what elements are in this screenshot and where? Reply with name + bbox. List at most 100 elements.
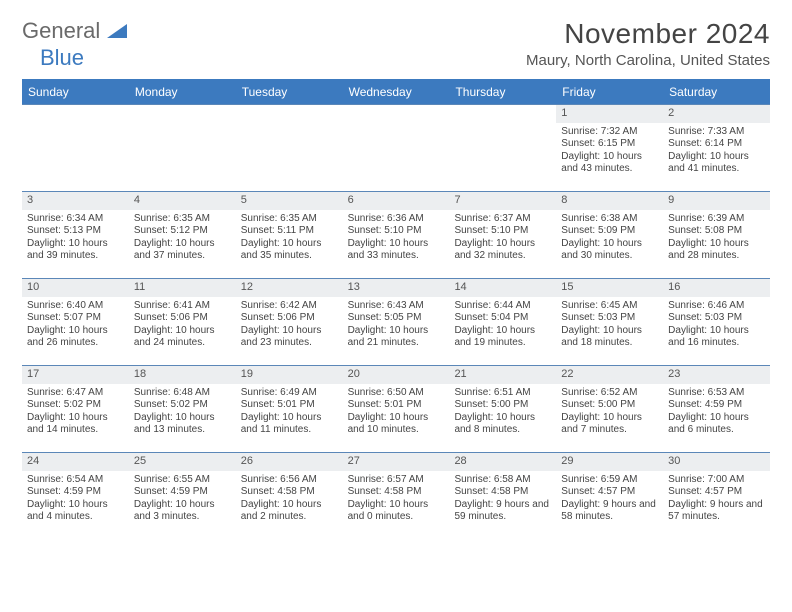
day-body: Sunrise: 6:37 AMSunset: 5:10 PMDaylight:…	[449, 210, 556, 268]
day-number: 29	[556, 453, 663, 471]
day-body: Sunrise: 6:59 AMSunset: 4:57 PMDaylight:…	[556, 471, 663, 529]
sunset-text: Sunset: 4:57 PM	[561, 486, 658, 499]
triangle-icon	[107, 24, 127, 43]
day-number: 28	[449, 453, 556, 471]
day-body: Sunrise: 6:43 AMSunset: 5:05 PMDaylight:…	[343, 297, 450, 355]
day-number: 12	[236, 279, 343, 297]
day-cell: 21Sunrise: 6:51 AMSunset: 5:00 PMDayligh…	[449, 366, 556, 452]
sunrise-text: Sunrise: 6:50 AM	[348, 387, 445, 400]
day-cell: 14Sunrise: 6:44 AMSunset: 5:04 PMDayligh…	[449, 279, 556, 365]
day-body: Sunrise: 6:40 AMSunset: 5:07 PMDaylight:…	[22, 297, 129, 355]
sunrise-text: Sunrise: 6:46 AM	[668, 300, 765, 313]
sunrise-text: Sunrise: 6:59 AM	[561, 474, 658, 487]
day-body: Sunrise: 6:58 AMSunset: 4:58 PMDaylight:…	[449, 471, 556, 529]
day-cell: 24Sunrise: 6:54 AMSunset: 4:59 PMDayligh…	[22, 453, 129, 539]
sunrise-text: Sunrise: 6:54 AM	[27, 474, 124, 487]
day-number: 7	[449, 192, 556, 210]
dow-monday: Monday	[129, 81, 236, 104]
day-body: Sunrise: 6:51 AMSunset: 5:00 PMDaylight:…	[449, 384, 556, 442]
day-number: 23	[663, 366, 770, 384]
daylight-text: Daylight: 10 hours and 18 minutes.	[561, 325, 658, 350]
sunrise-text: Sunrise: 6:53 AM	[668, 387, 765, 400]
day-number: 9	[663, 192, 770, 210]
weeks-container: 1Sunrise: 7:32 AMSunset: 6:15 PMDaylight…	[22, 104, 770, 539]
daylight-text: Daylight: 10 hours and 13 minutes.	[134, 412, 231, 437]
day-body: Sunrise: 6:55 AMSunset: 4:59 PMDaylight:…	[129, 471, 236, 529]
sunrise-text: Sunrise: 6:42 AM	[241, 300, 338, 313]
day-body: Sunrise: 6:54 AMSunset: 4:59 PMDaylight:…	[22, 471, 129, 529]
sunset-text: Sunset: 5:08 PM	[668, 225, 765, 238]
day-cell: 2Sunrise: 7:33 AMSunset: 6:14 PMDaylight…	[663, 105, 770, 191]
daylight-text: Daylight: 10 hours and 39 minutes.	[27, 238, 124, 263]
dow-saturday: Saturday	[663, 81, 770, 104]
daylight-text: Daylight: 10 hours and 30 minutes.	[561, 238, 658, 263]
day-number: 6	[343, 192, 450, 210]
day-number: 15	[556, 279, 663, 297]
daylight-text: Daylight: 10 hours and 23 minutes.	[241, 325, 338, 350]
day-cell: 6Sunrise: 6:36 AMSunset: 5:10 PMDaylight…	[343, 192, 450, 278]
day-number: 19	[236, 366, 343, 384]
day-number: 17	[22, 366, 129, 384]
daylight-text: Daylight: 10 hours and 6 minutes.	[668, 412, 765, 437]
day-cell: 27Sunrise: 6:57 AMSunset: 4:58 PMDayligh…	[343, 453, 450, 539]
day-number: 18	[129, 366, 236, 384]
day-number: 25	[129, 453, 236, 471]
day-number: 20	[343, 366, 450, 384]
day-body: Sunrise: 6:45 AMSunset: 5:03 PMDaylight:…	[556, 297, 663, 355]
daylight-text: Daylight: 10 hours and 32 minutes.	[454, 238, 551, 263]
day-cell	[236, 105, 343, 191]
day-body: Sunrise: 7:33 AMSunset: 6:14 PMDaylight:…	[663, 123, 770, 181]
sunrise-text: Sunrise: 6:55 AM	[134, 474, 231, 487]
week-row: 24Sunrise: 6:54 AMSunset: 4:59 PMDayligh…	[22, 452, 770, 539]
daylight-text: Daylight: 10 hours and 43 minutes.	[561, 151, 658, 176]
sunset-text: Sunset: 6:15 PM	[561, 138, 658, 151]
day-number: 30	[663, 453, 770, 471]
daylight-text: Daylight: 10 hours and 26 minutes.	[27, 325, 124, 350]
day-body: Sunrise: 7:00 AMSunset: 4:57 PMDaylight:…	[663, 471, 770, 529]
sunrise-text: Sunrise: 6:35 AM	[241, 213, 338, 226]
day-cell: 7Sunrise: 6:37 AMSunset: 5:10 PMDaylight…	[449, 192, 556, 278]
daylight-text: Daylight: 10 hours and 28 minutes.	[668, 238, 765, 263]
sunset-text: Sunset: 5:03 PM	[561, 312, 658, 325]
day-number: 14	[449, 279, 556, 297]
header-row: General Blue November 2024 Maury, North …	[22, 18, 770, 71]
day-number: 22	[556, 366, 663, 384]
dow-header-row: Sunday Monday Tuesday Wednesday Thursday…	[22, 81, 770, 104]
sunset-text: Sunset: 4:58 PM	[348, 486, 445, 499]
sunset-text: Sunset: 5:11 PM	[241, 225, 338, 238]
sunset-text: Sunset: 5:10 PM	[348, 225, 445, 238]
day-body: Sunrise: 6:52 AMSunset: 5:00 PMDaylight:…	[556, 384, 663, 442]
calendar-page: General Blue November 2024 Maury, North …	[0, 0, 792, 557]
day-cell: 11Sunrise: 6:41 AMSunset: 5:06 PMDayligh…	[129, 279, 236, 365]
day-number: 10	[22, 279, 129, 297]
sunrise-text: Sunrise: 6:52 AM	[561, 387, 658, 400]
dow-friday: Friday	[556, 81, 663, 104]
day-cell: 8Sunrise: 6:38 AMSunset: 5:09 PMDaylight…	[556, 192, 663, 278]
day-body: Sunrise: 6:35 AMSunset: 5:11 PMDaylight:…	[236, 210, 343, 268]
sunrise-text: Sunrise: 7:33 AM	[668, 126, 765, 139]
sunset-text: Sunset: 5:02 PM	[134, 399, 231, 412]
location-text: Maury, North Carolina, United States	[526, 52, 770, 69]
calendar-grid: Sunday Monday Tuesday Wednesday Thursday…	[22, 79, 770, 539]
day-body: Sunrise: 6:46 AMSunset: 5:03 PMDaylight:…	[663, 297, 770, 355]
daylight-text: Daylight: 10 hours and 33 minutes.	[348, 238, 445, 263]
day-cell: 9Sunrise: 6:39 AMSunset: 5:08 PMDaylight…	[663, 192, 770, 278]
day-number: 1	[556, 105, 663, 123]
sunset-text: Sunset: 5:13 PM	[27, 225, 124, 238]
day-cell: 20Sunrise: 6:50 AMSunset: 5:01 PMDayligh…	[343, 366, 450, 452]
sunrise-text: Sunrise: 6:48 AM	[134, 387, 231, 400]
day-cell: 16Sunrise: 6:46 AMSunset: 5:03 PMDayligh…	[663, 279, 770, 365]
daylight-text: Daylight: 10 hours and 24 minutes.	[134, 325, 231, 350]
day-cell: 30Sunrise: 7:00 AMSunset: 4:57 PMDayligh…	[663, 453, 770, 539]
sunset-text: Sunset: 5:01 PM	[241, 399, 338, 412]
day-cell: 17Sunrise: 6:47 AMSunset: 5:02 PMDayligh…	[22, 366, 129, 452]
sunset-text: Sunset: 4:58 PM	[241, 486, 338, 499]
sunrise-text: Sunrise: 6:45 AM	[561, 300, 658, 313]
day-cell: 12Sunrise: 6:42 AMSunset: 5:06 PMDayligh…	[236, 279, 343, 365]
day-body: Sunrise: 6:36 AMSunset: 5:10 PMDaylight:…	[343, 210, 450, 268]
day-body: Sunrise: 6:44 AMSunset: 5:04 PMDaylight:…	[449, 297, 556, 355]
day-body: Sunrise: 6:39 AMSunset: 5:08 PMDaylight:…	[663, 210, 770, 268]
daylight-text: Daylight: 10 hours and 4 minutes.	[27, 499, 124, 524]
day-body: Sunrise: 6:38 AMSunset: 5:09 PMDaylight:…	[556, 210, 663, 268]
day-cell: 18 Sunrise: 6:48 AMSunset: 5:02 PMDayligh…	[129, 366, 236, 452]
